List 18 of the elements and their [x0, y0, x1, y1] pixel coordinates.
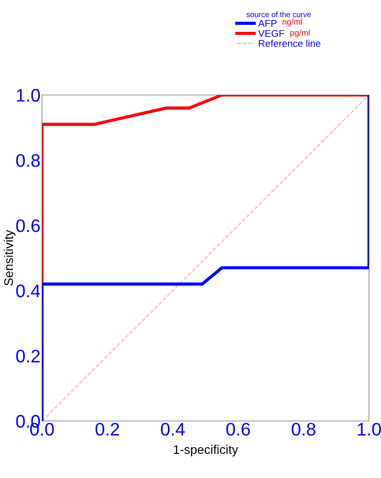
legend-label: VEGF: [258, 30, 284, 37]
y-tick-label: 0.4: [16, 284, 40, 298]
x-tick-label: 0.8: [292, 422, 316, 436]
legend-label: AFP: [258, 20, 277, 27]
y-tick-label: 1.0: [16, 88, 40, 102]
y-tick-label: 0.8: [16, 154, 40, 167]
x-tick-label: 0.2: [96, 422, 120, 436]
x-tick-label: 0.6: [226, 422, 250, 436]
y-tick-label: 0.2: [16, 350, 40, 363]
y-tick-label: 0.6: [16, 219, 40, 232]
line-series: [42, 95, 369, 421]
y-axis-title: Sensitivity: [4, 230, 16, 286]
text: pg/ml: [290, 30, 310, 38]
x-axis-title: 1-specificity: [174, 444, 238, 456]
x-tick-label: 1.0: [358, 422, 381, 436]
x-tick-label: 0.4: [160, 422, 185, 436]
legend-label: Reference line: [258, 40, 320, 47]
text: ng/ml: [282, 18, 302, 26]
